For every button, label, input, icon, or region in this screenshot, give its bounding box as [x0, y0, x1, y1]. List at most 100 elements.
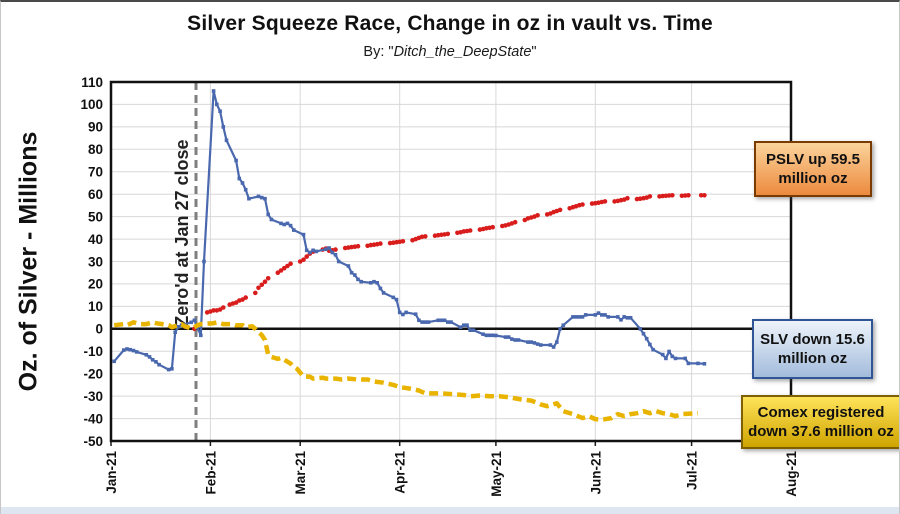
- slv-series-marker: [548, 343, 553, 347]
- y-axis-tick-label: -20: [83, 367, 103, 382]
- slv-series-marker: [349, 270, 354, 275]
- slv-series-marker: [516, 338, 521, 342]
- slv-series-marker: [603, 313, 607, 317]
- slv-series-marker: [404, 310, 408, 315]
- slv-series-marker: [583, 313, 588, 317]
- subtitle-author: Ditch_the_DeepState: [393, 44, 532, 60]
- y-axis-tick-label: 0: [95, 322, 103, 337]
- slv-series-marker: [369, 281, 373, 285]
- slv-series-marker: [282, 222, 286, 227]
- slv-series-marker: [481, 332, 485, 336]
- y-axis-tick-label: 50: [88, 209, 103, 224]
- slv-series-marker: [487, 333, 492, 338]
- slv-series-marker: [218, 109, 222, 113]
- pslv-series-dot: [400, 239, 406, 244]
- slv-series-marker: [574, 315, 578, 319]
- slv-series-marker: [420, 320, 424, 324]
- slv-series-marker: [199, 333, 203, 338]
- slv-series-marker: [442, 318, 447, 323]
- x-axis-tick-label: Apr-21: [393, 451, 408, 494]
- slv-series-marker: [551, 345, 556, 349]
- y-axis-tick-label: 30: [88, 254, 103, 269]
- chart-title: Silver Squeeze Race, Change in oz in vau…: [187, 12, 713, 35]
- slv-series-marker: [166, 367, 171, 372]
- plot-border: [109, 80, 793, 443]
- slv-callout-box: SLV down 15.6 million oz: [752, 319, 873, 379]
- slv-series-marker: [128, 347, 132, 352]
- zeroed-annotation-label: Zero'd at Jan 27 close: [172, 139, 192, 326]
- comex-registered-series-line: [113, 320, 699, 422]
- x-axis-tick-label: Aug-21: [784, 451, 799, 497]
- pslv-series-dot: [285, 263, 290, 269]
- slv-series-marker: [458, 325, 463, 329]
- pslv-series-dot: [301, 257, 306, 262]
- pslv-series-dot: [512, 219, 518, 225]
- slv-series-marker: [304, 248, 309, 253]
- pslv-series-dot: [602, 199, 608, 204]
- slv-series-marker: [381, 291, 386, 295]
- pslv-series-dot: [221, 305, 226, 310]
- slv-series-marker: [622, 315, 626, 319]
- pslv-series-dot: [378, 241, 383, 246]
- slv-series-marker: [401, 312, 405, 317]
- slv-series-marker: [346, 264, 351, 268]
- slv-series-marker: [651, 347, 655, 352]
- pslv-series-dot: [670, 193, 675, 198]
- slv-series-marker: [378, 286, 383, 291]
- slv-series-marker: [391, 295, 396, 300]
- pslv-series-dot: [253, 290, 258, 296]
- slv-series-marker: [243, 187, 248, 192]
- slv-series-marker: [539, 343, 543, 347]
- slv-series-marker: [596, 311, 601, 315]
- slv-series-marker: [288, 223, 293, 228]
- slv-series-marker: [593, 313, 598, 317]
- slv-series-marker: [532, 341, 537, 345]
- slv-series-marker: [237, 176, 242, 181]
- slv-series-marker: [266, 212, 270, 217]
- slv-series-marker: [154, 360, 158, 364]
- slv-series-marker: [641, 331, 646, 336]
- slv-series-marker: [263, 196, 267, 201]
- comex-callout-line2: down 37.6 million oz: [748, 423, 894, 440]
- slv-series-marker: [471, 328, 476, 332]
- slv-series-marker: [170, 367, 174, 371]
- slv-series-marker: [176, 325, 181, 329]
- slv-series-marker: [449, 320, 453, 324]
- slv-series-marker: [221, 125, 226, 129]
- slv-series-marker: [503, 335, 508, 339]
- slv-series-marker: [311, 248, 315, 253]
- slv-series-marker: [372, 279, 376, 284]
- slv-series-marker: [577, 315, 582, 319]
- slv-series-marker: [301, 232, 306, 237]
- chart-subtitle: By: "Ditch_the_DeepState": [1, 44, 899, 60]
- pslv-callout-box: PSLV up 59.5 million oz: [754, 141, 872, 197]
- pslv-series-dot: [333, 247, 338, 252]
- slv-series-marker: [484, 333, 489, 338]
- x-axis-tick-label: Feb-21: [203, 451, 218, 495]
- slv-series-marker: [224, 138, 229, 143]
- slv-series-marker: [269, 217, 274, 222]
- subtitle-prefix: By: ": [363, 44, 394, 60]
- y-axis-tick-label: 100: [80, 97, 103, 112]
- slv-series-marker: [279, 221, 283, 226]
- slv-series-marker: [506, 335, 511, 339]
- slv-series-marker: [426, 320, 431, 324]
- slv-series-marker: [247, 196, 251, 201]
- pslv-series-dot: [423, 234, 428, 239]
- slv-series-marker: [308, 250, 312, 255]
- y-axis-tick-label: 40: [88, 232, 103, 247]
- slv-callout-line2: million oz: [777, 350, 848, 367]
- pslv-series-dot: [259, 282, 265, 288]
- comex-callout-line1: Comex registered: [757, 403, 885, 421]
- slv-series-marker: [125, 347, 129, 351]
- slv-series-marker: [417, 318, 421, 323]
- slv-series-marker: [356, 277, 360, 282]
- slv-series-marker: [324, 247, 328, 251]
- pslv-series-dot: [679, 193, 685, 199]
- slv-series-marker: [423, 320, 428, 324]
- slv-series-marker: [510, 337, 514, 341]
- slv-series-marker: [670, 354, 675, 359]
- slv-series-marker: [285, 221, 290, 226]
